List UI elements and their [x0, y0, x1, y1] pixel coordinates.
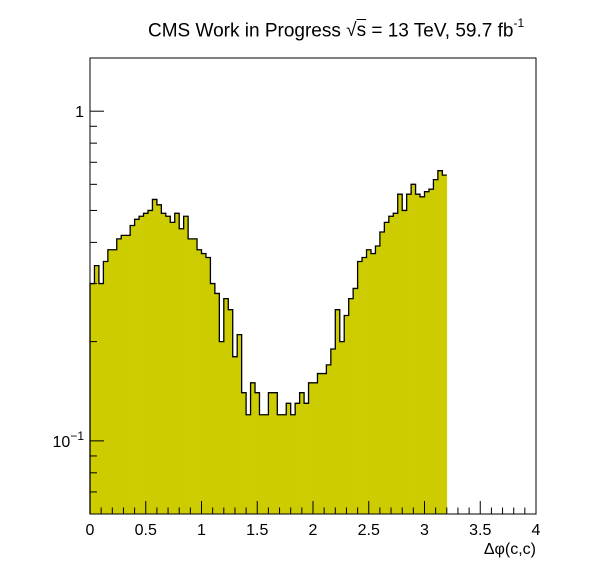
histogram-bar — [308, 382, 314, 514]
histogram-bar — [232, 356, 238, 514]
histogram-bar — [353, 288, 358, 514]
histogram-bar — [143, 213, 149, 514]
histogram-bar — [174, 213, 180, 514]
histogram-bar — [326, 364, 332, 514]
x-axis: 0 0.5 1 1.5 2 2.5 3 3.5 4 — [86, 501, 541, 539]
histogram-bar — [165, 216, 171, 514]
x-tick-label: 0.5 — [135, 522, 157, 539]
histogram-bar — [107, 249, 113, 515]
histogram-bar — [424, 191, 430, 514]
histogram-bar — [411, 184, 416, 514]
histogram-bar — [406, 194, 412, 514]
histogram-outline — [89, 170, 447, 514]
histogram-bar — [147, 210, 153, 514]
histogram-bar — [277, 414, 283, 514]
histogram-bar — [402, 210, 407, 514]
histogram-bar — [250, 382, 256, 514]
histogram-bar — [210, 283, 216, 514]
histogram-bar — [125, 235, 131, 514]
histogram-bar — [228, 309, 234, 514]
histogram-bar — [246, 414, 251, 514]
histogram-bar — [295, 403, 300, 514]
histogram-bar — [335, 309, 341, 514]
x-tick-label: 0 — [86, 522, 95, 539]
histogram-bar — [90, 283, 95, 514]
histogram-bar — [112, 249, 118, 515]
histogram-bar — [205, 257, 211, 514]
histogram-bar — [299, 392, 305, 514]
histogram-bar — [219, 341, 225, 514]
histogram-bar — [321, 373, 327, 514]
histogram-bar — [134, 219, 140, 515]
histogram-bar — [286, 403, 291, 514]
histogram-bar — [344, 315, 349, 514]
y-tick-label: 1 — [75, 104, 84, 121]
histogram-bar — [330, 348, 336, 514]
x-tick-label: 1.5 — [246, 522, 268, 539]
sqrt-symbol: √s — [346, 20, 367, 42]
histogram-bar — [313, 382, 318, 514]
histogram-bar — [339, 341, 345, 514]
y-tick-label: 10−1 — [53, 429, 85, 451]
histogram-bar — [442, 175, 448, 514]
histogram-bar — [130, 225, 135, 514]
x-tick-label: 3.5 — [469, 522, 491, 539]
histogram-bar — [379, 232, 385, 514]
histogram-bar — [393, 213, 399, 514]
histogram-bar — [121, 235, 126, 514]
histogram-bar — [268, 392, 274, 514]
x-tick-label: 4 — [532, 522, 541, 539]
histogram-bar — [428, 189, 434, 514]
x-tick-label: 2.5 — [358, 522, 380, 539]
y-axis: 1 10−1 — [53, 104, 104, 515]
histogram-bar — [290, 414, 296, 514]
histogram-bar — [161, 213, 167, 514]
histogram-bar — [420, 196, 425, 515]
histogram-bar — [156, 204, 162, 514]
histogram-bar — [94, 265, 100, 514]
histogram-bar — [183, 216, 189, 514]
histogram-bar — [397, 194, 403, 514]
x-tick-label: 1 — [197, 522, 206, 539]
histogram-bar — [272, 392, 278, 514]
histogram-bar — [116, 238, 122, 514]
histogram-bar — [437, 170, 443, 514]
histogram-bar — [188, 238, 193, 514]
histogram-bar — [304, 403, 309, 514]
histogram-bar — [370, 253, 376, 515]
histogram-bar — [255, 392, 260, 514]
histogram-bar — [433, 179, 439, 514]
histogram-bar — [357, 261, 363, 514]
histogram-bar — [317, 373, 323, 514]
x-axis-label: Δφ(c,c) — [484, 541, 536, 558]
chart-title: CMS Work in Progress √s = 13 TeV, 59.7 f… — [148, 16, 525, 42]
histogram-bar — [214, 293, 220, 514]
histogram-bar — [415, 194, 421, 514]
histogram-bar — [375, 246, 381, 514]
histogram-bar — [201, 253, 207, 515]
histogram-bar — [223, 298, 229, 514]
histogram-bar — [362, 257, 367, 514]
histogram-bars — [89, 170, 448, 515]
histogram-bar — [366, 249, 372, 515]
histogram-bar — [281, 414, 287, 514]
histogram-bar — [259, 414, 265, 514]
histogram-bar — [152, 199, 158, 515]
histogram-bar — [237, 334, 242, 514]
histogram-bar — [179, 228, 184, 515]
x-tick-label: 2 — [309, 522, 318, 539]
histogram-bar — [388, 216, 394, 514]
histogram-bar — [103, 261, 109, 514]
histogram-bar — [241, 392, 247, 514]
histogram-bar — [348, 298, 354, 514]
histogram-bar — [98, 283, 104, 514]
histogram-bar — [384, 222, 390, 514]
x-tick-label: 3 — [420, 522, 429, 539]
histogram-bar — [263, 414, 269, 514]
histogram-bar — [170, 222, 176, 514]
histogram-bar — [197, 249, 202, 515]
histogram-bar — [192, 238, 198, 514]
histogram-bar — [139, 216, 144, 514]
